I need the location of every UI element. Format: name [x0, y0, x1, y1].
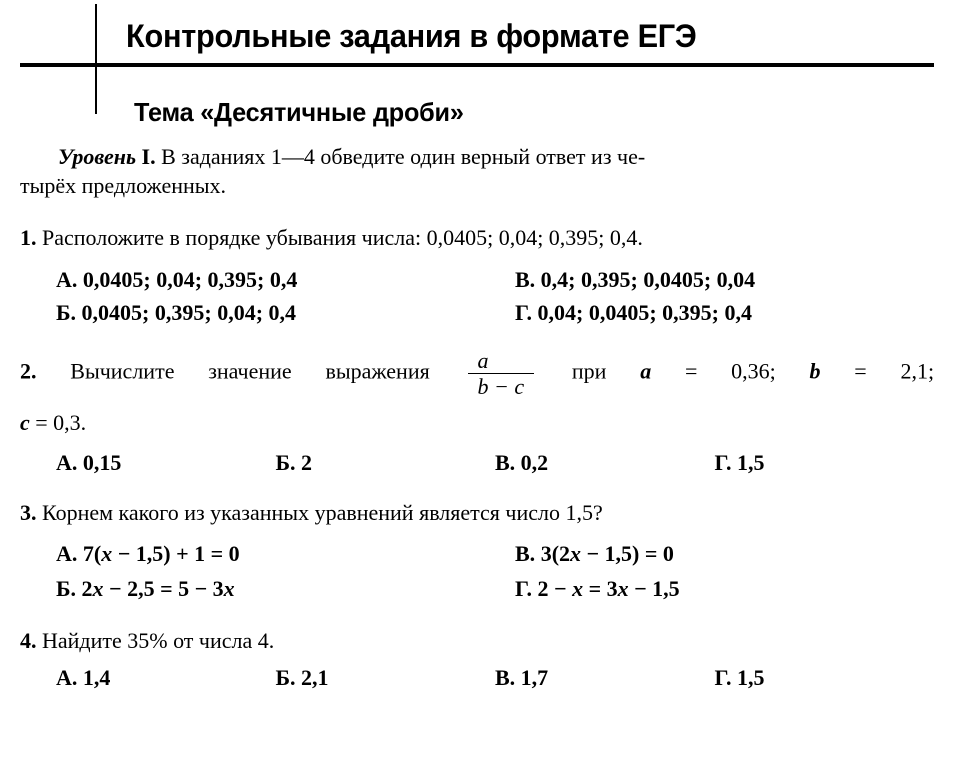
q2-fraction: a b − c — [468, 349, 535, 398]
q4-prompt: 4. Найдите 35% от числа 4. — [20, 626, 934, 656]
q2-text-mid: при — [572, 359, 607, 384]
q3-options: А. 7(x − 1,5) + 1 = 0 Б. 2x − 2,5 = 5 − … — [20, 537, 934, 605]
level-lead: Уровень — [58, 144, 136, 169]
q2-var-c: c — [20, 410, 30, 435]
level-instruction: Уровень I. В заданиях 1—4 обведите один … — [20, 142, 934, 201]
q4-text: Найдите 35% от числа 4. — [42, 628, 274, 653]
q4-option-v[interactable]: В. 1,7 — [495, 665, 715, 691]
page-title: Контрольные задания в формате ЕГЭ — [126, 18, 902, 61]
q2-option-a[interactable]: А. 0,15 — [56, 450, 276, 476]
level-text-line2: тырёх предложенных. — [20, 173, 226, 198]
q2-var-b: b — [810, 359, 821, 384]
q4-option-a[interactable]: А. 1,4 — [56, 665, 276, 691]
q2-b-value: = 2,1; — [854, 359, 934, 384]
question-2: 2. Вычислите значение выражения a b − c … — [20, 349, 934, 476]
q4-number: 4. — [20, 628, 37, 653]
q1-number: 1. — [20, 225, 37, 250]
q1-option-v[interactable]: В. 0,4; 0,395; 0,0405; 0,04 — [515, 263, 934, 296]
q2-options: А. 0,15 Б. 2 В. 0,2 Г. 1,5 — [20, 450, 934, 476]
q3-prompt: 3. Корнем какого из указанных уравнений … — [20, 498, 934, 528]
topic-heading: Тема «Десятичные дроби» — [134, 97, 910, 128]
q2-prompt-line2: c = 0,3. — [20, 408, 934, 438]
question-3: 3. Корнем какого из указанных уравнений … — [20, 498, 934, 606]
q3-option-g[interactable]: Г. 2 − x = 3x − 1,5 — [515, 572, 934, 606]
q3-option-a[interactable]: А. 7(x − 1,5) + 1 = 0 — [56, 537, 475, 571]
q4-option-b[interactable]: Б. 2,1 — [276, 665, 496, 691]
q1-prompt: 1. Расположите в порядке убывания числа:… — [20, 223, 934, 253]
level-text-line1: В заданиях 1—4 обведите один верный отве… — [161, 144, 645, 169]
q3-text: Корнем какого из указанных уравнений явл… — [42, 500, 603, 525]
q2-option-b[interactable]: Б. 2 — [276, 450, 496, 476]
header-vertical-rule — [95, 4, 97, 114]
q2-option-v[interactable]: В. 0,2 — [495, 450, 715, 476]
q1-option-b[interactable]: Б. 0,0405; 0,395; 0,04; 0,4 — [56, 296, 475, 329]
q1-options: А. 0,0405; 0,04; 0,395; 0,4 Б. 0,0405; 0… — [20, 263, 934, 329]
q4-options: А. 1,4 Б. 2,1 В. 1,7 Г. 1,5 — [20, 665, 934, 691]
q2-number: 2. — [20, 359, 37, 384]
q2-var-a: a — [640, 359, 651, 384]
q3-number: 3. — [20, 500, 37, 525]
q2-frac-numerator: a — [468, 349, 535, 374]
q1-options-left: А. 0,0405; 0,04; 0,395; 0,4 Б. 0,0405; 0… — [56, 263, 475, 329]
q3-options-left: А. 7(x − 1,5) + 1 = 0 Б. 2x − 2,5 = 5 − … — [56, 537, 475, 605]
q3-option-b[interactable]: Б. 2x − 2,5 = 5 − 3x — [56, 572, 475, 606]
q2-c-value: = 0,3. — [30, 410, 86, 435]
question-1: 1. Расположите в порядке убывания числа:… — [20, 223, 934, 329]
q2-a-value: = 0,36; — [685, 359, 776, 384]
q1-text: Расположите в порядке убывания числа: 0,… — [42, 225, 643, 250]
q2-frac-denominator: b − c — [468, 374, 535, 398]
q1-option-a[interactable]: А. 0,0405; 0,04; 0,395; 0,4 — [56, 263, 475, 296]
q1-option-g[interactable]: Г. 0,04; 0,0405; 0,395; 0,4 — [515, 296, 934, 329]
page: Контрольные задания в формате ЕГЭ Тема «… — [0, 0, 954, 768]
q2-text-pre: Вычислите значение выражения — [70, 359, 429, 384]
question-4: 4. Найдите 35% от числа 4. А. 1,4 Б. 2,1… — [20, 626, 934, 692]
q3-option-v[interactable]: В. 3(2x − 1,5) = 0 — [515, 537, 934, 571]
header-horizontal-rule — [20, 63, 934, 67]
level-roman: I. — [142, 144, 156, 169]
q4-option-g[interactable]: Г. 1,5 — [715, 665, 935, 691]
q2-prompt-line1: 2. Вычислите значение выражения a b − c … — [20, 349, 934, 398]
q2-option-g[interactable]: Г. 1,5 — [715, 450, 935, 476]
header: Контрольные задания в формате ЕГЭ — [20, 18, 934, 67]
q1-options-right: В. 0,4; 0,395; 0,0405; 0,04 Г. 0,04; 0,0… — [515, 263, 934, 329]
q3-options-right: В. 3(2x − 1,5) = 0 Г. 2 − x = 3x − 1,5 — [515, 537, 934, 605]
